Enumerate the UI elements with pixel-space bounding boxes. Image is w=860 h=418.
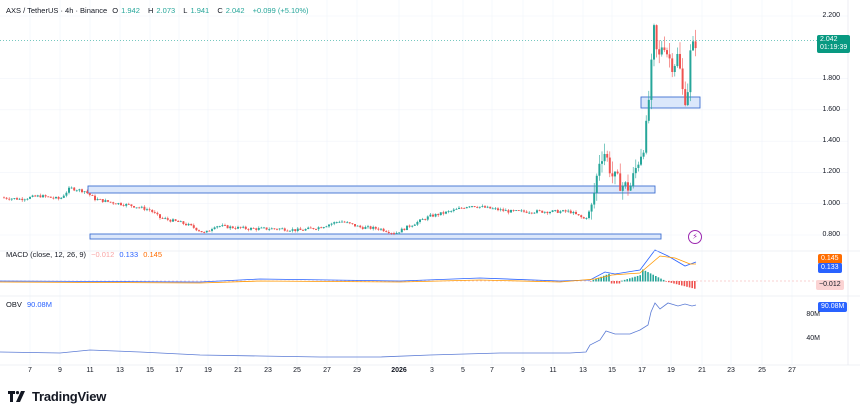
time-tick: 17 — [175, 367, 183, 374]
time-tick: 19 — [204, 367, 212, 374]
tradingview-logo[interactable]: TradingView — [8, 389, 106, 404]
time-tick: 25 — [758, 367, 766, 374]
time-tick: 3 — [430, 367, 434, 374]
time-tick: 9 — [58, 367, 62, 374]
macd-title: MACD (close, 12, 26, 9) — [6, 250, 87, 259]
macd-signal-badge: 0.145 — [818, 254, 842, 264]
lightning-icon[interactable]: ⚡ — [688, 230, 702, 244]
candlestick-series — [3, 23, 697, 236]
last-price: 2.042 — [820, 36, 838, 43]
obv-value: 90.08M — [26, 300, 52, 309]
zone-rectangle — [87, 185, 656, 194]
price-tick: 1.200 — [822, 168, 840, 176]
time-tick: 15 — [608, 367, 616, 374]
time-tick: 11 — [549, 367, 557, 374]
grid-lines — [0, 0, 848, 365]
zone-rectangle — [640, 96, 701, 109]
obv-pane — [0, 302, 697, 358]
tradingview-logo-icon — [8, 391, 25, 402]
time-tick: 27 — [788, 367, 796, 374]
symbol-legend: AXS / TetherUS · 4h · Binance O 1.942 H 2.… — [6, 6, 309, 15]
time-tick: 2026 — [391, 367, 407, 374]
price-tick: 2.200 — [822, 12, 840, 19]
obv-tick-80m: 80M — [806, 311, 820, 318]
time-tick: 5 — [461, 367, 465, 374]
time-tick: 21 — [698, 367, 706, 374]
time-tick: 23 — [727, 367, 735, 374]
time-tick: 11 — [86, 367, 94, 374]
time-tick: 25 — [293, 367, 301, 374]
time-tick: 9 — [521, 367, 525, 374]
macd-pane — [0, 249, 820, 289]
brand-name: TradingView — [32, 389, 107, 404]
obv-badge: 90.08M — [818, 302, 848, 312]
change-value: +0.099 (+5.10%) — [252, 6, 309, 15]
price-tick: 1.400 — [822, 137, 840, 145]
zone-rectangle — [89, 233, 662, 240]
time-tick: 23 — [264, 367, 272, 374]
obv-title: OBV — [6, 300, 22, 309]
time-tick: 29 — [353, 367, 361, 374]
time-tick: 13 — [116, 367, 124, 374]
macd-legend[interactable]: MACD (close, 12, 26, 9) −0.012 0.133 0.1… — [6, 250, 165, 259]
close-value: 2.042 — [225, 6, 245, 15]
macd-line-badge: 0.133 — [818, 263, 842, 273]
time-tick: 15 — [146, 367, 154, 374]
macd-hist-badge: −0.012 — [816, 280, 844, 290]
low-value: 1.941 — [190, 6, 210, 15]
macd-line-value: 0.133 — [119, 250, 139, 259]
time-tick: 17 — [638, 367, 646, 374]
bar-countdown: 01:19:39 — [820, 44, 848, 51]
time-tick: 7 — [490, 367, 494, 374]
price-tick: 1.600 — [822, 105, 840, 113]
high-value: 2.073 — [156, 6, 176, 15]
macd-signal-value: 0.145 — [143, 250, 163, 259]
annotation-zones — [87, 96, 701, 240]
price-tick: 1.000 — [822, 199, 840, 207]
time-tick: 19 — [667, 367, 675, 374]
time-tick: 13 — [579, 367, 587, 374]
price-tick: 0.800 — [822, 231, 840, 238]
open-value: 1.942 — [121, 6, 140, 15]
obv-tick-40m: 40M — [806, 335, 820, 342]
macd-hist-value: −0.012 — [91, 250, 115, 259]
time-tick: 7 — [28, 367, 32, 374]
last-price-badge: 2.042 01:19:39 — [817, 35, 851, 53]
symbol-title: AXS / TetherUS · 4h · Binance — [6, 6, 108, 15]
time-tick: 27 — [323, 367, 331, 374]
price-tick: 1.800 — [822, 74, 840, 82]
obv-legend[interactable]: OBV 90.08M — [6, 300, 55, 309]
time-tick: 21 — [234, 367, 242, 374]
